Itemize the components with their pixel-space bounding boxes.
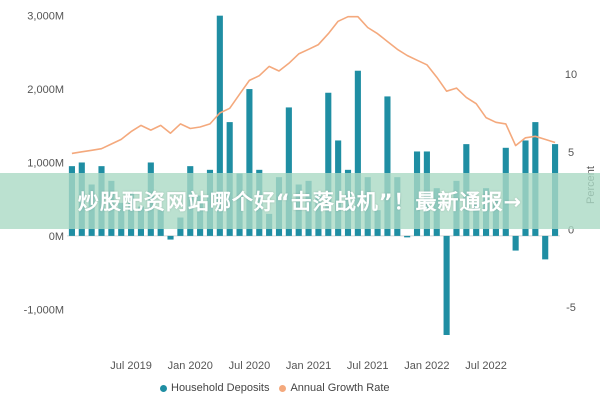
bar-household-deposits [325,92,332,236]
y-right-tick-label: 5 [568,147,574,159]
x-tick-label: Jul 2021 [347,360,389,372]
x-tick-label: Jul 2019 [110,360,152,372]
y-left-tick-label: 3,000M [27,11,64,23]
bar-household-deposits [542,235,549,260]
x-tick-label: Jan 2022 [404,360,449,372]
x-tick-label: Jan 2021 [286,360,331,372]
banner-text[interactable]: 炒股配资网站哪个好“击落战机”！最新通报→ [77,190,523,214]
legend-item-annual-growth-rate: Annual Growth Rate [279,382,390,394]
legend-item-household-deposits: Household Deposits [160,382,269,394]
x-tick-label: Jan 2020 [168,360,213,372]
x-tick-label: Jul 2022 [465,360,507,372]
legend-label-annual-growth-rate: Annual Growth Rate [290,382,390,394]
y-left-tick-label: -1,000M [24,304,64,316]
legend-marker-household-deposits [160,384,167,392]
y-right-tick-label: 0 [568,224,574,236]
legend-marker-annual-growth-rate [279,384,287,392]
bar-household-deposits [246,89,253,236]
bar-household-deposits [404,235,411,238]
line-annual-growth-rate [71,15,556,155]
bar-household-deposits [512,235,519,251]
bar-household-deposits [443,235,450,335]
bar-household-deposits [354,70,361,236]
y-left-tick-label: 0M [49,231,64,243]
y-left-tick-label: 2,000M [27,84,64,96]
y-right-tick-label: -5 [566,302,576,314]
bar-household-deposits [384,96,391,236]
bar-household-deposits [285,107,292,236]
y-left-tick-label: 1,000M [27,157,64,169]
y-right-tick-label: 10 [565,69,577,81]
bar-household-deposits [216,15,223,236]
bar-household-deposits [167,235,174,240]
legend: Household Deposits Annual Growth Rate [160,380,390,396]
ad-banner[interactable]: 炒股配资网站哪个好“击落战机”！最新通报→ [0,173,600,229]
legend-label-household-deposits: Household Deposits [171,382,270,394]
x-tick-label: Jul 2020 [229,360,271,372]
